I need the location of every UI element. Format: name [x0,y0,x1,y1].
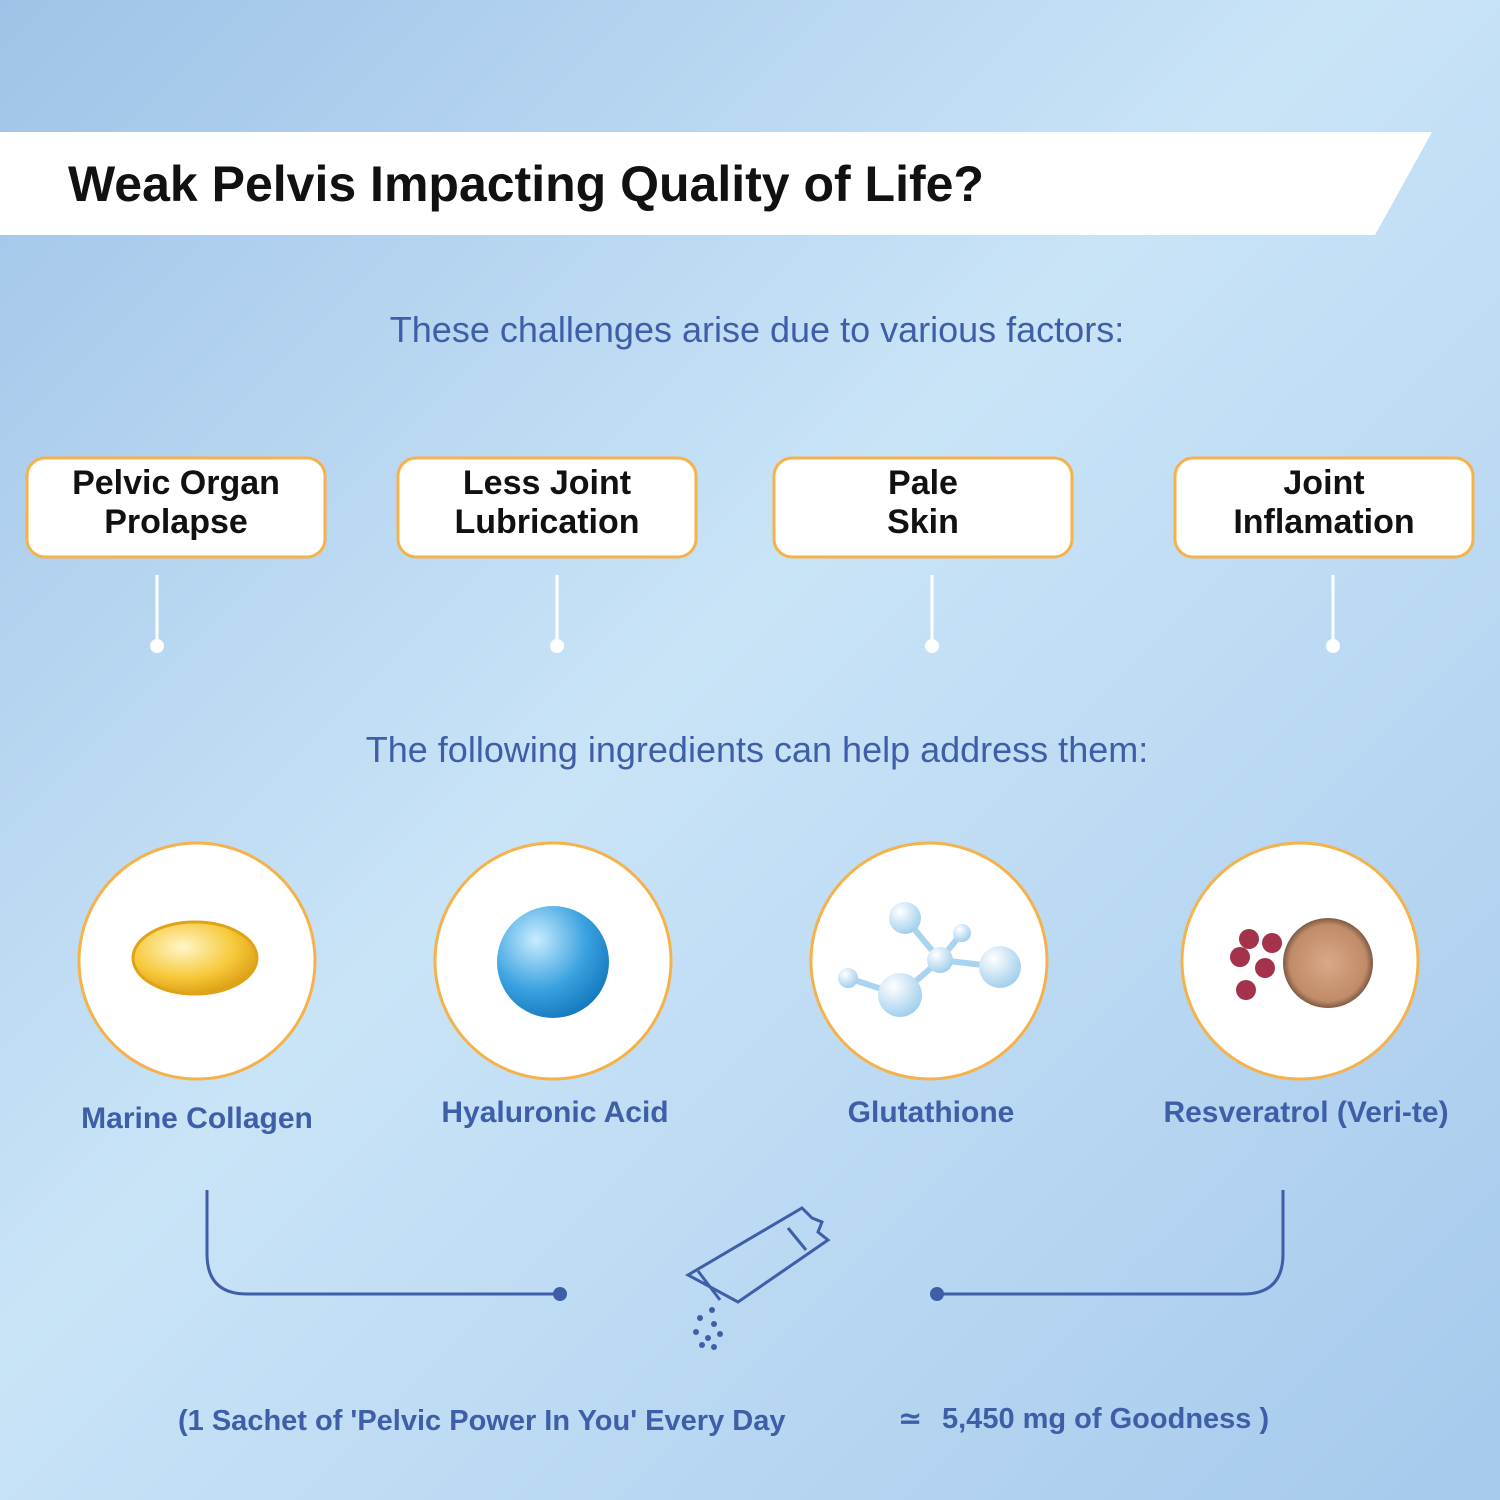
footer-right: 5,450 mg of Goodness ) [942,1403,1269,1435]
decoration [717,1331,723,1337]
challenge-label: Lubrication [454,503,639,541]
decoration [937,1190,1285,1296]
decoration [878,973,922,1017]
decoration [705,1335,711,1341]
decoration [550,639,564,653]
decoration [711,1321,717,1327]
flow-connectors [205,1190,1285,1301]
challenge-label: Skin [887,503,959,541]
decoration [697,1315,703,1321]
decoration [1239,929,1259,949]
decoration [1230,947,1250,967]
decoration [1230,929,1282,1000]
decoration [930,1287,944,1301]
decoration [693,1307,723,1350]
decoration [786,1227,808,1251]
challenge-label: Pale [888,464,958,502]
title-banner [0,132,1432,235]
decoration [889,902,921,934]
challenge-label: Prolapse [104,503,248,541]
challenge-boxes: Pelvic Organ Prolapse Less Joint Lubrica… [25,456,1475,559]
decoration [205,1190,560,1296]
challenge-label: Inflamation [1233,503,1414,541]
decoration [838,968,858,988]
footer-symbol: ≃ [898,1403,922,1435]
decoration [696,1270,722,1301]
decoration [684,1206,831,1304]
decoration [553,1287,567,1301]
ingredient-label: Hyaluronic Acid [441,1096,668,1129]
decoration [711,1344,717,1350]
challenge-label: Less Joint [463,464,631,502]
sachet-icon [684,1206,831,1350]
ingredient-circles [77,841,1420,1081]
decoration [131,920,259,996]
ingredients-intro: The following ingredients can help addre… [366,729,1148,770]
decoration [1326,639,1340,653]
challenge-label: Pelvic Organ [72,464,280,502]
challenge-label: Joint [1283,464,1364,502]
decoration [1255,958,1275,978]
decoration [1262,933,1282,953]
decoration [709,1307,715,1313]
decoration [927,947,953,973]
connectors [150,575,1340,653]
ingredient-label: Marine Collagen [81,1102,313,1135]
decoration [150,639,164,653]
challenge-box [772,456,1074,559]
decoration [1236,980,1256,1000]
decoration [925,639,939,653]
decoration [953,924,971,942]
challenges-intro: These challenges arise due to various fa… [390,309,1124,350]
ingredient-label: Resveratrol (Veri-te) [1163,1096,1448,1129]
decoration [693,1329,699,1335]
ingredient-label: Glutathione [848,1096,1015,1129]
decoration [699,1342,705,1348]
decoration [979,946,1021,988]
title: Weak Pelvis Impacting Quality of Life? [68,156,984,212]
challenge-box [25,456,327,559]
challenge-box [396,456,698,559]
decoration [497,906,609,1018]
challenge-box [1173,456,1475,559]
decoration [1283,918,1373,1008]
footer-left: (1 Sachet of 'Pelvic Power In You' Every… [178,1405,785,1437]
